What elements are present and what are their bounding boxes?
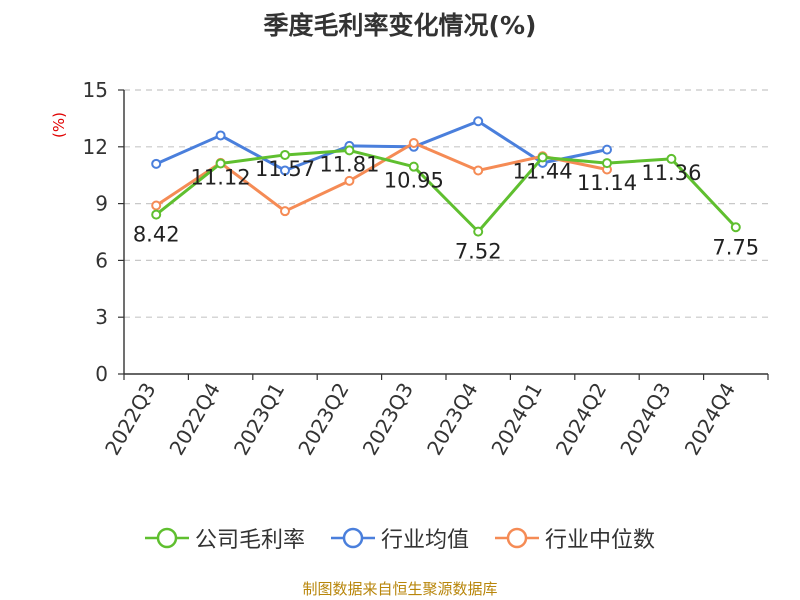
series-line	[155, 148, 737, 234]
y-tick-label: 15	[83, 78, 108, 102]
data-point	[473, 226, 484, 237]
x-tick-label: 2024Q2	[551, 379, 611, 460]
data-point	[151, 200, 162, 211]
legend-label: 公司毛利率	[194, 528, 305, 553]
legend-item[interactable]: 行业中位数	[495, 522, 655, 554]
data-point	[602, 144, 612, 155]
data-point	[215, 158, 226, 169]
data-source-note: 制图数据来自恒生聚源数据库	[302, 580, 498, 598]
data-point	[473, 165, 484, 176]
data-point	[280, 206, 290, 217]
legend-swatch-icon	[144, 527, 189, 549]
data-label: 11.36	[641, 161, 701, 185]
data-point	[344, 145, 355, 156]
data-label: 7.75	[712, 235, 759, 259]
legend-item[interactable]: 行业均值	[330, 522, 469, 554]
legend-label: 行业中位数	[545, 528, 656, 553]
data-label: 10.95	[384, 169, 444, 193]
data-label: 11.12	[191, 165, 251, 189]
x-tick-label: 2023Q3	[358, 379, 418, 460]
y-tick-label: 0	[95, 362, 108, 386]
data-label: 8.42	[133, 223, 180, 247]
data-point	[280, 149, 290, 160]
data-label: 11.44	[513, 159, 573, 183]
x-tick-label: 2022Q3	[100, 379, 160, 460]
data-point	[537, 152, 548, 163]
y-tick-label: 6	[95, 248, 108, 272]
series-line	[155, 119, 608, 172]
data-point	[473, 116, 484, 127]
data-point	[602, 158, 612, 169]
y-tick-label: 12	[83, 135, 108, 159]
y-tick-label: 3	[95, 305, 108, 329]
x-tick-label: 2024Q4	[680, 379, 740, 460]
legend-swatch-icon	[495, 527, 539, 549]
x-tick-label: 2023Q4	[422, 379, 482, 460]
data-point	[280, 165, 290, 176]
data-point	[215, 130, 226, 141]
legend-swatch-icon	[330, 527, 375, 549]
data-point	[151, 209, 162, 220]
data-point	[730, 222, 741, 233]
series-line	[155, 141, 608, 213]
x-tick-label: 2024Q1	[486, 379, 546, 460]
data-point	[408, 161, 419, 172]
x-tick-label: 2023Q1	[229, 379, 289, 460]
data-point	[666, 153, 677, 164]
chart-title: 季度毛利率变化情况(%)	[263, 11, 537, 40]
x-tick-label: 2023Q2	[293, 379, 353, 460]
data-label: 11.14	[577, 171, 637, 195]
legend-item[interactable]: 公司毛利率	[144, 522, 305, 554]
data-label: 11.81	[319, 152, 379, 176]
data-point	[151, 158, 162, 169]
data-label: 7.52	[455, 240, 502, 264]
data-label: 11.57	[255, 157, 315, 181]
data-point	[408, 138, 419, 149]
data-point	[344, 175, 355, 186]
chart-legend: 公司毛利率 行业均值 行业中位数	[0, 522, 800, 554]
x-tick-label: 2024Q3	[615, 379, 675, 460]
y-tick-label: 9	[95, 192, 108, 216]
x-tick-label: 2022Q4	[164, 379, 224, 460]
legend-label: 行业均值	[380, 528, 469, 553]
